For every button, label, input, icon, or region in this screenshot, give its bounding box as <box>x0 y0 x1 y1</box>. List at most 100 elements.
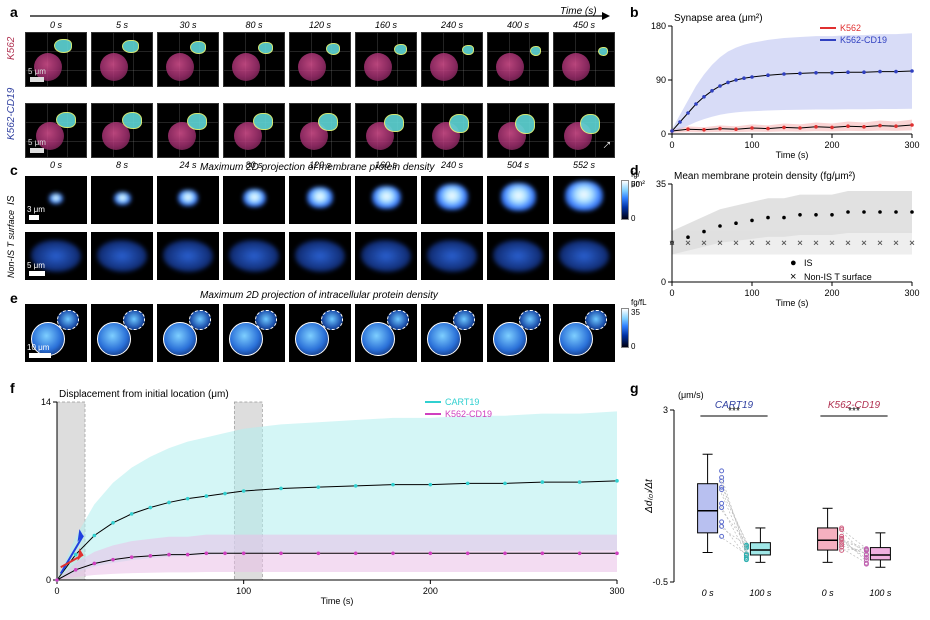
cell-frame <box>421 103 483 158</box>
time-label: 400 s <box>487 20 549 30</box>
density-frame: 10 μm <box>25 304 87 362</box>
time-label: 240 s <box>421 20 483 30</box>
density-frame <box>487 304 549 362</box>
cell-frame <box>91 103 153 158</box>
cell-frame <box>157 103 219 158</box>
cell-frame <box>421 32 483 87</box>
svg-text:Mean membrane protein density: Mean membrane protein density (fg/μm²) <box>674 171 855 182</box>
panel-a-label: a <box>10 4 18 20</box>
cell-frame <box>289 103 351 158</box>
time-label: 5 s <box>91 20 153 30</box>
density-frame <box>223 304 285 362</box>
cell-frame: 5 μm <box>25 103 87 158</box>
cell-frame <box>91 32 153 87</box>
svg-text:100 s: 100 s <box>869 588 892 598</box>
cell-frame <box>223 32 285 87</box>
svg-text:0: 0 <box>46 575 51 585</box>
density-frame <box>553 232 615 280</box>
cell-frame <box>289 32 351 87</box>
svg-text:200: 200 <box>824 140 839 150</box>
svg-text:Time (s): Time (s) <box>776 150 809 160</box>
svg-text:100: 100 <box>236 586 251 596</box>
panel-d-label: d <box>630 162 639 178</box>
time-label: 8 s <box>91 160 153 170</box>
svg-text:K562-CD19: K562-CD19 <box>840 35 887 45</box>
density-frame <box>487 176 549 224</box>
panel-b-label: b <box>630 4 639 20</box>
svg-text:3: 3 <box>663 405 668 415</box>
svg-text:Time (s): Time (s) <box>321 596 354 606</box>
svg-text:100: 100 <box>744 288 759 298</box>
svg-text:***: *** <box>728 406 740 417</box>
density-frame <box>355 176 417 224</box>
svg-text:0: 0 <box>661 129 666 139</box>
panel-a-row1-label: K562 <box>6 37 17 60</box>
svg-text:Displacement from initial loca: Displacement from initial location (μm) <box>59 389 229 400</box>
density-frame: 3 μm <box>25 176 87 224</box>
colorbar <box>621 308 629 348</box>
density-frame <box>157 304 219 362</box>
cell-frame <box>487 32 549 87</box>
panel-c-row1-label: IS <box>6 196 17 205</box>
time-label: 120 s <box>289 20 351 30</box>
svg-text:200: 200 <box>824 288 839 298</box>
svg-text:0 s: 0 s <box>702 588 715 598</box>
density-frame <box>91 176 153 224</box>
svg-text:Δd₍₀₎/Δt: Δd₍₀₎/Δt <box>644 478 655 514</box>
svg-text:Time (s): Time (s) <box>776 298 809 308</box>
cell-frame <box>223 103 285 158</box>
density-frame <box>157 176 219 224</box>
colorbar <box>621 180 629 220</box>
svg-text:200: 200 <box>423 586 438 596</box>
svg-text:0: 0 <box>661 277 666 287</box>
panel-e-title: Maximum 2D projection of intracellular p… <box>200 290 438 301</box>
density-frame <box>289 176 351 224</box>
svg-text:180: 180 <box>651 21 666 31</box>
cell-frame <box>355 32 417 87</box>
panel-c-title: Maximum 2D projection of membrane protei… <box>200 162 435 173</box>
svg-text:Synapse area (μm²): Synapse area (μm²) <box>674 13 763 24</box>
svg-text:300: 300 <box>609 586 624 596</box>
svg-text:14: 14 <box>41 397 51 407</box>
panel-c-label: c <box>10 162 18 178</box>
svg-text:90: 90 <box>656 75 666 85</box>
density-frame <box>91 232 153 280</box>
svg-text:35: 35 <box>656 179 666 189</box>
density-frame <box>157 232 219 280</box>
svg-text:0: 0 <box>54 586 59 596</box>
panel-a-row2-label: K562-CD19 <box>6 88 17 140</box>
time-label: 0 s <box>25 20 87 30</box>
density-frame <box>223 232 285 280</box>
density-frame <box>553 176 615 224</box>
cell-frame: 5 μm <box>25 32 87 87</box>
density-frame <box>421 232 483 280</box>
svg-text:300: 300 <box>904 288 919 298</box>
time-label: 160 s <box>355 20 417 30</box>
svg-text:×: × <box>790 271 796 283</box>
time-label: 504 s <box>487 160 549 170</box>
panel-b-chart: 0100200300090180Synapse area (μm²)Time (… <box>640 10 920 160</box>
panel-e-label: e <box>10 290 18 306</box>
density-frame: 5 μm <box>25 232 87 280</box>
density-frame <box>553 304 615 362</box>
density-frame <box>289 304 351 362</box>
svg-text:K562: K562 <box>840 23 861 33</box>
svg-text:0: 0 <box>669 288 674 298</box>
cell-frame <box>487 103 549 158</box>
time-label: 30 s <box>157 20 219 30</box>
density-frame <box>487 232 549 280</box>
svg-text:300: 300 <box>904 140 919 150</box>
density-frame <box>223 176 285 224</box>
density-frame <box>91 304 153 362</box>
svg-text:CART19: CART19 <box>445 397 479 407</box>
svg-text:●: ● <box>790 257 797 269</box>
svg-text:100 s: 100 s <box>749 588 772 598</box>
time-label: 0 s <box>25 160 87 170</box>
arrow-icon: → <box>594 132 615 153</box>
panel-c-row2-label: Non-IS T surface <box>6 210 16 278</box>
panel-g-label: g <box>630 380 639 396</box>
time-label: 552 s <box>553 160 615 170</box>
cell-frame <box>157 32 219 87</box>
time-arrow <box>30 12 610 20</box>
density-frame <box>421 176 483 224</box>
